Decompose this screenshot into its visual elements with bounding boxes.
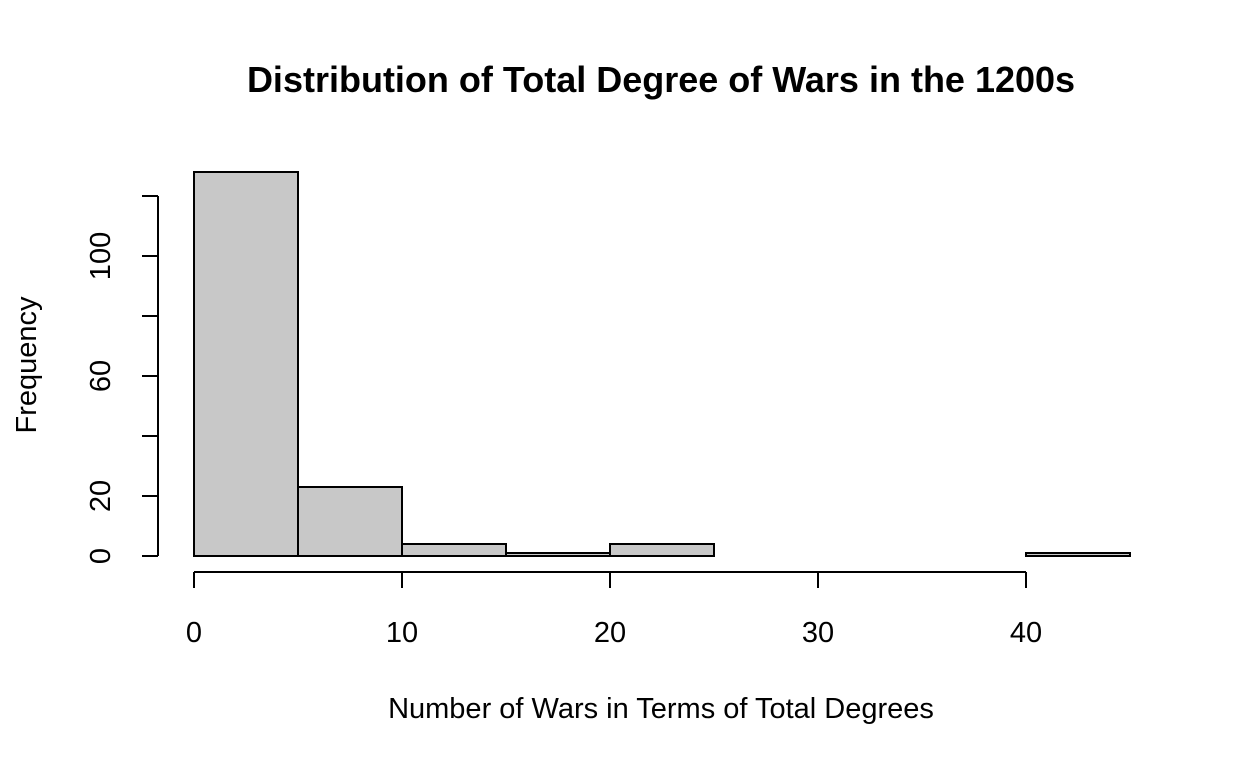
- y-axis-label: Frequency: [11, 296, 43, 434]
- chart-title: Distribution of Total Degree of Wars in …: [247, 59, 1075, 100]
- x-tick-label-0: 0: [186, 617, 202, 649]
- y-tick-label-60: 60: [85, 360, 117, 392]
- x-axis: 0 10 20 30 40: [186, 571, 1042, 649]
- y-tick-label-100: 100: [85, 232, 117, 280]
- x-tick-label-40: 40: [1010, 617, 1042, 649]
- histogram-bar-40-45: [1025, 552, 1131, 557]
- y-tick-label-0: 0: [85, 548, 117, 564]
- histogram-bar-5-10: [297, 486, 403, 557]
- histogram-bar-15-20: [505, 552, 611, 557]
- x-axis-label: Number of Wars in Terms of Total Degrees: [388, 693, 934, 725]
- y-axis: 0 20 60 100: [85, 195, 159, 564]
- histogram-bar-10-15: [401, 543, 507, 557]
- y-tick-label-20: 20: [85, 480, 117, 512]
- histogram-bar-20-25: [609, 543, 715, 557]
- histogram-bars: [193, 171, 1131, 557]
- x-tick-label-20: 20: [594, 617, 626, 649]
- x-tick-label-10: 10: [386, 617, 418, 649]
- x-tick-label-30: 30: [802, 617, 834, 649]
- histogram-bar-0-5: [193, 171, 299, 557]
